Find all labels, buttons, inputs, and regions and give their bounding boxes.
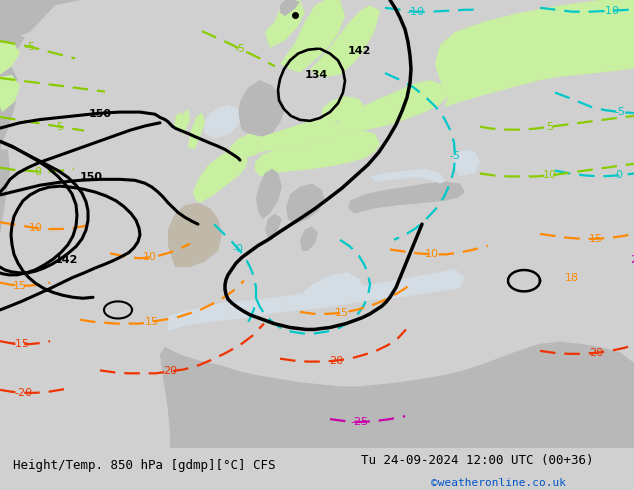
Text: ©weatheronline.co.uk: ©weatheronline.co.uk [431, 477, 566, 488]
Text: 10: 10 [543, 171, 557, 180]
Text: 20: 20 [163, 367, 177, 376]
Polygon shape [0, 64, 18, 149]
Text: -5: -5 [614, 107, 626, 117]
Text: -5: -5 [235, 44, 245, 54]
Text: -10: -10 [601, 6, 619, 16]
Polygon shape [280, 0, 345, 73]
Polygon shape [300, 226, 318, 251]
Text: Tu 24-09-2024 12:00 UTC (00+36): Tu 24-09-2024 12:00 UTC (00+36) [361, 454, 594, 467]
Polygon shape [230, 133, 268, 160]
Text: -10: -10 [406, 7, 424, 17]
Text: 150: 150 [89, 109, 112, 120]
Polygon shape [0, 43, 20, 74]
Text: -0: -0 [612, 171, 623, 180]
Polygon shape [265, 214, 282, 240]
Polygon shape [0, 32, 25, 70]
Polygon shape [322, 96, 365, 123]
Polygon shape [338, 80, 448, 133]
Polygon shape [258, 120, 345, 151]
Polygon shape [452, 149, 480, 176]
Text: -20: -20 [15, 388, 33, 398]
Text: 20: 20 [329, 356, 343, 366]
Polygon shape [0, 74, 20, 112]
Text: -5: -5 [25, 42, 36, 52]
Text: 18: 18 [565, 273, 579, 283]
Polygon shape [174, 112, 183, 132]
Polygon shape [168, 203, 222, 267]
Text: 134: 134 [305, 70, 328, 80]
Polygon shape [0, 149, 10, 235]
Text: 25: 25 [630, 255, 634, 265]
Polygon shape [205, 105, 240, 139]
Text: 142: 142 [55, 255, 79, 265]
Text: 15: 15 [13, 281, 27, 291]
Text: 0: 0 [34, 167, 41, 176]
Polygon shape [188, 112, 205, 149]
Polygon shape [265, 0, 305, 48]
Polygon shape [455, 0, 634, 64]
Polygon shape [193, 149, 248, 203]
Text: 142: 142 [348, 46, 372, 55]
Text: 20: 20 [589, 348, 603, 358]
Polygon shape [242, 133, 268, 156]
Polygon shape [0, 0, 80, 43]
Polygon shape [168, 269, 465, 331]
Text: 15: 15 [335, 308, 349, 318]
Polygon shape [286, 184, 325, 224]
Text: 10: 10 [425, 249, 439, 259]
Polygon shape [310, 5, 380, 77]
Polygon shape [256, 169, 282, 219]
Text: 5: 5 [56, 122, 63, 132]
Polygon shape [370, 169, 445, 184]
Text: -15: -15 [11, 339, 29, 349]
Polygon shape [435, 0, 634, 107]
Text: -0: -0 [233, 244, 243, 253]
Polygon shape [238, 80, 285, 137]
Polygon shape [160, 342, 634, 448]
Polygon shape [255, 130, 380, 176]
Text: Height/Temp. 850 hPa [gdmp][°C] CFS: Height/Temp. 850 hPa [gdmp][°C] CFS [13, 459, 275, 471]
Polygon shape [180, 109, 190, 135]
Text: -5: -5 [450, 151, 460, 161]
Text: -25: -25 [351, 417, 369, 427]
Polygon shape [298, 272, 365, 310]
Text: 10: 10 [143, 252, 157, 262]
Text: 5: 5 [547, 122, 553, 132]
Polygon shape [348, 181, 465, 214]
Polygon shape [280, 0, 300, 16]
Text: 150: 150 [80, 172, 103, 182]
Text: 15: 15 [145, 317, 159, 327]
Text: 15: 15 [589, 234, 603, 244]
Text: 10: 10 [29, 223, 43, 233]
